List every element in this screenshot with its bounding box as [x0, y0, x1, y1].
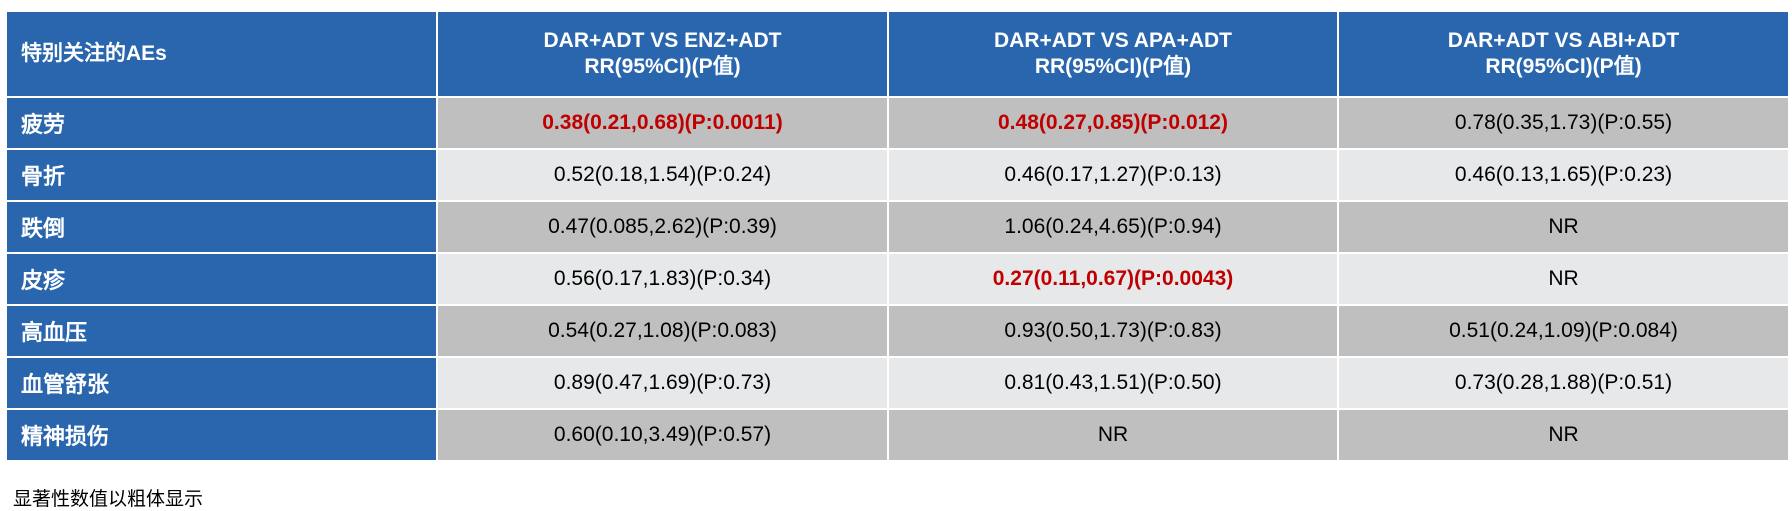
- row-label: 皮疹: [5, 252, 438, 306]
- header-vs-apa-line1: DAR+ADT VS APA+ADT: [993, 29, 1233, 52]
- cell-enz: 0.38(0.21,0.68)(P:0.0011): [436, 96, 889, 150]
- cell-apa: 1.06(0.24,4.65)(P:0.94): [887, 200, 1339, 254]
- row-label: 精神损伤: [5, 408, 438, 462]
- ae-comparison-table-container: 特别关注的AEs DAR+ADT VS ENZ+ADT RR(95%CI)(P值…: [5, 10, 1792, 462]
- cell-enz: 0.52(0.18,1.54)(P:0.24): [436, 148, 889, 202]
- cell-apa: 0.46(0.17,1.27)(P:0.13): [887, 148, 1339, 202]
- header-vs-enz-line2: RR(95%CI)(P值): [584, 55, 741, 78]
- ae-comparison-table: 特别关注的AEs DAR+ADT VS ENZ+ADT RR(95%CI)(P值…: [5, 10, 1790, 462]
- cell-abi: NR: [1337, 252, 1790, 306]
- cell-apa: 0.27(0.11,0.67)(P:0.0043): [887, 252, 1339, 306]
- row-label: 疲劳: [5, 96, 438, 150]
- cell-enz: 0.89(0.47,1.69)(P:0.73): [436, 356, 889, 410]
- cell-enz: 0.56(0.17,1.83)(P:0.34): [436, 252, 889, 306]
- header-vs-apa-line2: RR(95%CI)(P值): [1034, 55, 1192, 78]
- row-label: 跌倒: [5, 200, 438, 254]
- cell-apa: 0.93(0.50,1.73)(P:0.83): [887, 304, 1339, 358]
- header-vs-abi-line2: RR(95%CI)(P值): [1485, 55, 1642, 78]
- cell-apa: 0.81(0.43,1.51)(P:0.50): [887, 356, 1339, 410]
- header-vs-apa: DAR+ADT VS APA+ADT RR(95%CI)(P值): [887, 10, 1339, 98]
- table-row: 高血压 0.54(0.27,1.08)(P:0.083) 0.93(0.50,1…: [5, 304, 1790, 358]
- header-vs-enz: DAR+ADT VS ENZ+ADT RR(95%CI)(P值): [436, 10, 889, 98]
- cell-enz: 0.47(0.085,2.62)(P:0.39): [436, 200, 889, 254]
- cell-apa: NR: [887, 408, 1339, 462]
- table-row: 血管舒张 0.89(0.47,1.69)(P:0.73) 0.81(0.43,1…: [5, 356, 1790, 410]
- table-row: 跌倒 0.47(0.085,2.62)(P:0.39) 1.06(0.24,4.…: [5, 200, 1790, 254]
- header-ae-name-label: 特别关注的AEs: [21, 42, 167, 65]
- cell-abi: 0.73(0.28,1.88)(P:0.51): [1337, 356, 1790, 410]
- table-header-row: 特别关注的AEs DAR+ADT VS ENZ+ADT RR(95%CI)(P值…: [5, 10, 1790, 98]
- cell-abi: 0.46(0.13,1.65)(P:0.23): [1337, 148, 1790, 202]
- header-vs-enz-line1: DAR+ADT VS ENZ+ADT: [543, 29, 782, 52]
- cell-abi: 0.78(0.35,1.73)(P:0.55): [1337, 96, 1790, 150]
- header-vs-abi-line1: DAR+ADT VS ABI+ADT: [1447, 29, 1680, 52]
- header-ae-name: 特别关注的AEs: [5, 10, 438, 98]
- cell-enz: 0.54(0.27,1.08)(P:0.083): [436, 304, 889, 358]
- table-row: 骨折 0.52(0.18,1.54)(P:0.24) 0.46(0.17,1.2…: [5, 148, 1790, 202]
- cell-enz: 0.60(0.10,3.49)(P:0.57): [436, 408, 889, 462]
- cell-abi: 0.51(0.24,1.09)(P:0.084): [1337, 304, 1790, 358]
- cell-abi: NR: [1337, 408, 1790, 462]
- row-label: 骨折: [5, 148, 438, 202]
- row-label: 血管舒张: [5, 356, 438, 410]
- cell-abi: NR: [1337, 200, 1790, 254]
- row-label: 高血压: [5, 304, 438, 358]
- table-row: 皮疹 0.56(0.17,1.83)(P:0.34) 0.27(0.11,0.6…: [5, 252, 1790, 306]
- cell-apa: 0.48(0.27,0.85)(P:0.012): [887, 96, 1339, 150]
- table-row: 精神损伤 0.60(0.10,3.49)(P:0.57) NR NR: [5, 408, 1790, 462]
- table-row: 疲劳 0.38(0.21,0.68)(P:0.0011) 0.48(0.27,0…: [5, 96, 1790, 150]
- header-vs-abi: DAR+ADT VS ABI+ADT RR(95%CI)(P值): [1337, 10, 1790, 98]
- footnote: 显著性数值以粗体显示: [13, 488, 204, 510]
